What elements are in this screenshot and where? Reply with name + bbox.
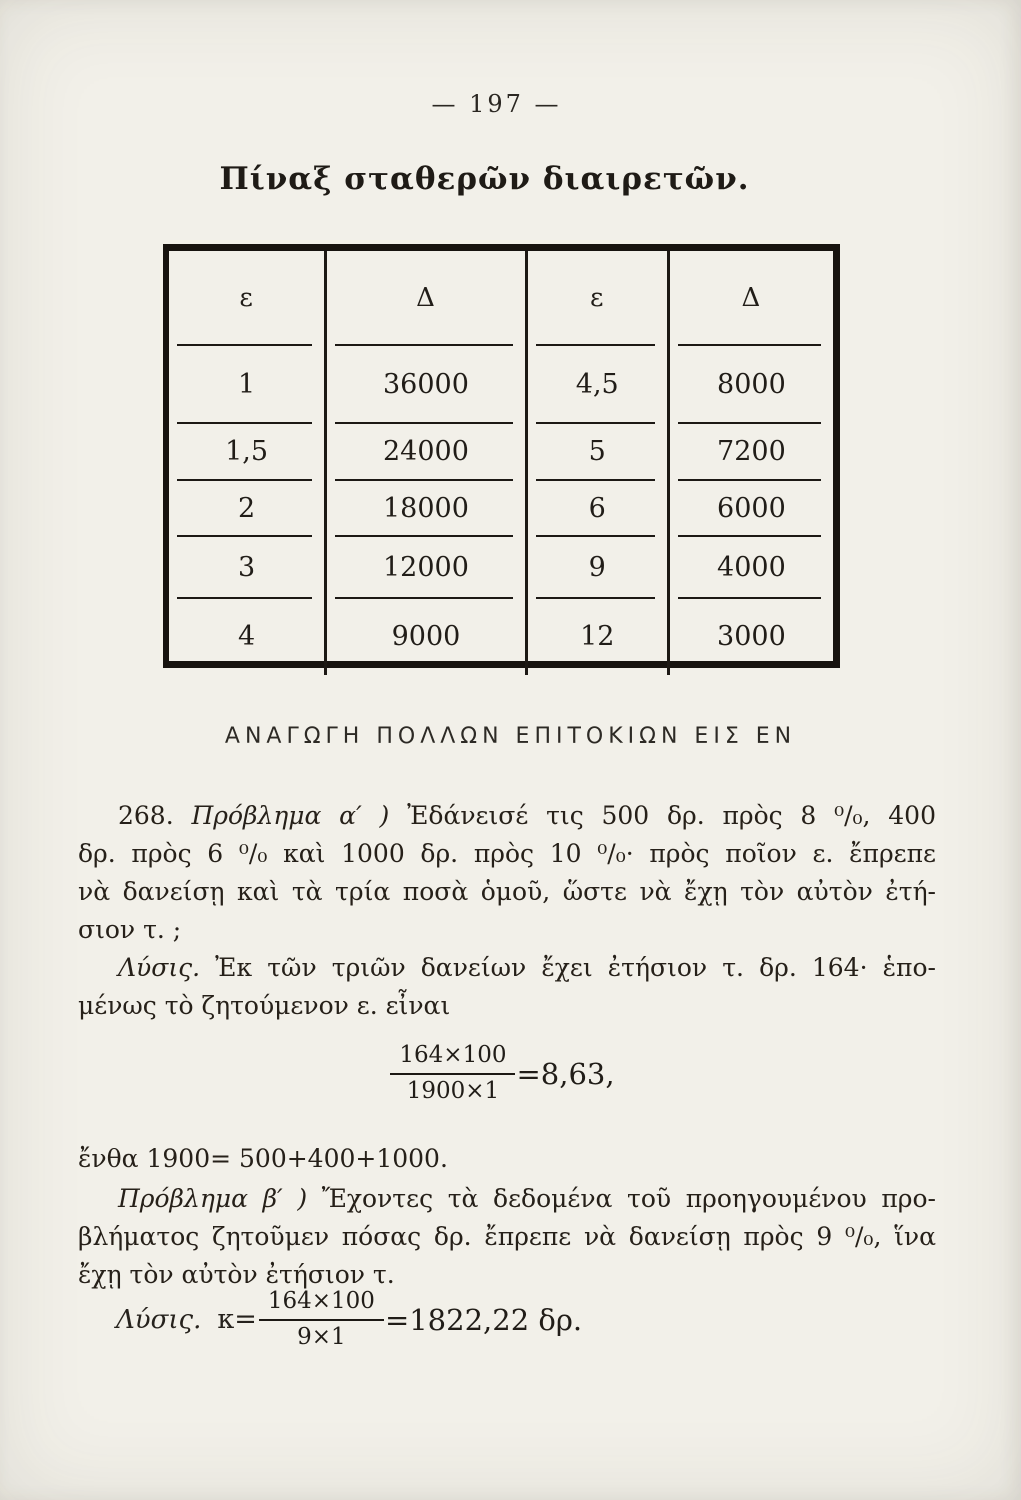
table-row: 3 12000 9 4000 (169, 536, 833, 599)
solution-a-paragraph: Λύσις. Ἐκ τῶν τριῶν δανείων ἔχει ἐτήσιον… (78, 949, 936, 1025)
table-cell: 12 (526, 598, 670, 675)
formula-lhs: κ= (217, 1304, 257, 1336)
page-title: Πίναξ σταθερῶν διαιρετῶν. (219, 161, 750, 197)
text-segment: Ἐκ τῶν τριῶν δανείων ἔχει ἐτήσιον τ. δρ.… (215, 953, 936, 982)
problem-b-label: Πρόβλημα β′ ) (118, 1184, 322, 1213)
table-cell: 3 (169, 536, 328, 599)
table-header-delta-1: Δ (325, 251, 528, 346)
table-cell: 4,5 (526, 345, 670, 424)
table-cell: 6000 (668, 480, 833, 537)
table-cell: 8000 (668, 345, 833, 424)
table-cell: 6 (526, 480, 670, 537)
table-cell: 3000 (717, 621, 786, 652)
table-cell: 2 (169, 480, 328, 537)
table-cell: 9 (526, 536, 670, 599)
problem-b-paragraph: Πρόβλημα β′ ) Ἔχοντες τὰ δεδομένα τοῦ πρ… (78, 1180, 936, 1294)
text-line: ἔχῃ τὸν αὐτὸν ἐτήσιον τ. (78, 1260, 395, 1289)
fraction: 164×100 1900×1 (390, 1042, 516, 1105)
text-line: Πρόβλημα β′ ) Ἔχοντες τὰ δεδομένα τοῦ πρ… (78, 1180, 936, 1218)
table-cell: 1 (169, 345, 328, 424)
text-line: μένως τὸ ζητούμενον ε. εἶναι (78, 991, 451, 1020)
divisors-table: ε Δ ε Δ 1 36000 4,5 8000 1,5 24000 5 720… (169, 251, 833, 675)
table-row: 1 36000 4,5 8000 (169, 345, 833, 424)
table-cell: 18000 (325, 480, 528, 537)
text-line: νὰ δανείσῃ καὶ τὰ τρία ποσὰ ὁμοῦ, ὥστε ν… (78, 877, 936, 906)
formula-epsilon-block: 164×100 1900×1 =8,63, (0, 1042, 1013, 1105)
table-header-epsilon-2: ε (526, 251, 670, 346)
table-header-row: ε Δ ε Δ (169, 251, 833, 346)
table-row: 4 9000 12 3000 (169, 598, 833, 675)
solution-b-label: Λύσις. (116, 1304, 202, 1335)
table-cell: 12000 (325, 536, 528, 599)
problem-a-label: Πρόβλημα α′ ) (191, 801, 408, 830)
formula-kappa: Λύσις. κ= 164×100 9×1 =1822,22 δρ. (116, 1288, 582, 1351)
table-cell: 1,5 (169, 423, 328, 481)
formula-result: =1822,22 δρ. (384, 1302, 583, 1337)
table-row: 2 18000 6 6000 (169, 480, 833, 537)
problem-number: 268. (118, 801, 192, 830)
fraction-numerator: 164×100 (258, 1288, 384, 1321)
table-cell: 4 (169, 598, 328, 675)
section-heading: ΑΝΑΓΩΓΗ ΠΟΛΛΩΝ ΕΠΙΤΟΚΙΩΝ ΕΙΣ ΕΝ (224, 724, 797, 749)
formula-epsilon: 164×100 1900×1 =8,63, (390, 1042, 615, 1105)
text-line: δρ. πρὸς 6 ⁰/₀ καὶ 1000 δρ. πρὸς 10 ⁰/₀·… (78, 839, 936, 868)
table-row: 1,5 24000 5 7200 (169, 423, 833, 481)
fraction-denominator: 9×1 (297, 1323, 346, 1350)
table-header-delta-2: Δ (668, 251, 833, 346)
formula-result: =8,63, (516, 1056, 615, 1091)
fraction-numerator: 164×100 (390, 1042, 516, 1075)
text-line: 268. Πρόβλημα α′ ) Ἐδάνεισέ τις 500 δρ. … (78, 797, 936, 835)
text-segment: Ἔχοντες τὰ δεδομένα τοῦ προηγουμένου προ… (321, 1184, 936, 1213)
table-cell: 7200 (668, 423, 833, 481)
table-header-epsilon-1: ε (169, 251, 328, 346)
table-cell: 36000 (325, 345, 528, 424)
fraction: 164×100 9×1 (258, 1288, 384, 1351)
text-line: βλήματος ζητοῦμεν πόσας δρ. ἔπρεπε νὰ δα… (78, 1222, 936, 1251)
table-cell: 4000 (668, 536, 833, 599)
solution-a-label: Λύσις. (118, 953, 216, 982)
text-line: Λύσις. Ἐκ τῶν τριῶν δανείων ἔχει ἐτήσιον… (78, 949, 936, 987)
text-line: σιον τ. ; (78, 915, 182, 944)
table-cell: 9000 (325, 598, 528, 675)
page-number: — 197 — (431, 90, 562, 118)
entha-line: ἔνθα 1900= 500+400+1000. (78, 1144, 448, 1173)
fraction-denominator: 1900×1 (406, 1077, 500, 1104)
fixed-divisors-table: ε Δ ε Δ 1 36000 4,5 8000 1,5 24000 5 720… (163, 244, 840, 675)
text-segment: Ἐδάνεισέ τις 500 δρ. πρὸς 8 ⁰/₀, 400 (407, 801, 936, 830)
table-cell: 5 (526, 423, 670, 481)
table-cell: 24000 (325, 423, 528, 481)
problem-a-paragraph: 268. Πρόβλημα α′ ) Ἐδάνεισέ τις 500 δρ. … (78, 797, 936, 949)
